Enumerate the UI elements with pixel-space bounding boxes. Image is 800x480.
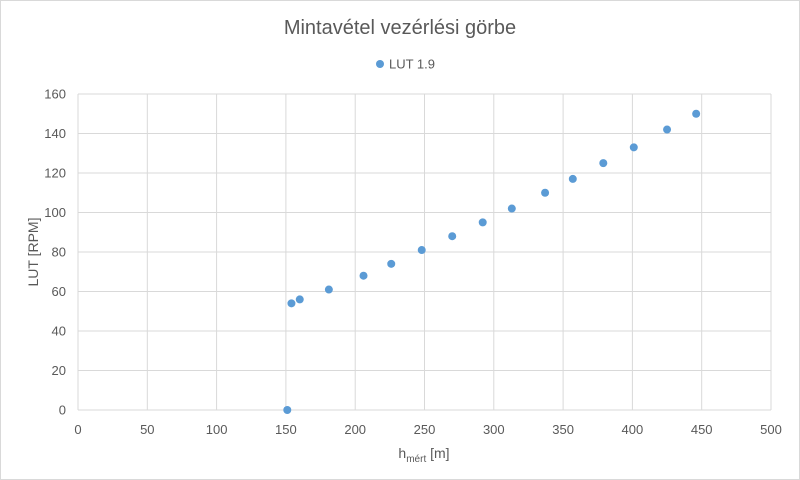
y-tick-label: 100 [44,205,66,220]
x-tick-label: 200 [344,422,366,437]
data-point [448,232,457,241]
data-point [287,299,296,308]
x-axis-title: hmért [m] [398,445,449,465]
y-tick-label: 120 [44,166,66,181]
chart-title: Mintavétel vezérlési görbe [284,17,516,39]
data-point [568,174,577,183]
y-tick-label: 20 [52,363,66,378]
x-axis-title-subscript: mért [406,454,426,465]
legend-label: LUT 1.9 [389,57,435,72]
data-series-lut [283,109,701,414]
x-tick-label: 150 [275,422,297,437]
data-point [663,125,672,134]
y-axis-tick-labels: 0 20 40 60 80 100 120 140 160 [44,87,66,418]
data-point [692,109,701,118]
y-tick-label: 80 [52,245,66,260]
data-point [417,246,426,255]
legend: LUT 1.9 [376,57,435,72]
y-axis-title: LUT [RPM] [25,218,41,287]
data-point [387,259,396,268]
x-tick-label: 50 [140,422,154,437]
data-point [629,143,638,152]
data-point [507,204,516,213]
x-axis-title-main: h [398,445,406,461]
y-tick-label: 140 [44,126,66,141]
x-tick-label: 400 [622,422,644,437]
x-tick-label: 350 [552,422,574,437]
data-point [324,285,333,294]
y-tick-label: 40 [52,324,66,339]
legend-marker [376,60,384,68]
data-point [478,218,487,227]
x-tick-label: 500 [760,422,782,437]
data-point [295,295,304,304]
data-point [541,188,550,197]
x-axis-tick-labels: 0 50 100 150 200 250 300 350 400 450 500 [74,422,781,437]
data-point [359,271,368,280]
x-tick-label: 250 [414,422,436,437]
x-axis-title-unit: [m] [426,445,449,461]
data-point [283,406,292,414]
x-tick-label: 300 [483,422,505,437]
y-tick-label: 0 [59,403,66,418]
x-tick-label: 450 [691,422,713,437]
y-tick-label: 160 [44,87,66,102]
y-tick-label: 60 [52,284,66,299]
x-tick-label: 0 [74,422,81,437]
x-tick-label: 100 [206,422,228,437]
data-point [599,159,608,168]
